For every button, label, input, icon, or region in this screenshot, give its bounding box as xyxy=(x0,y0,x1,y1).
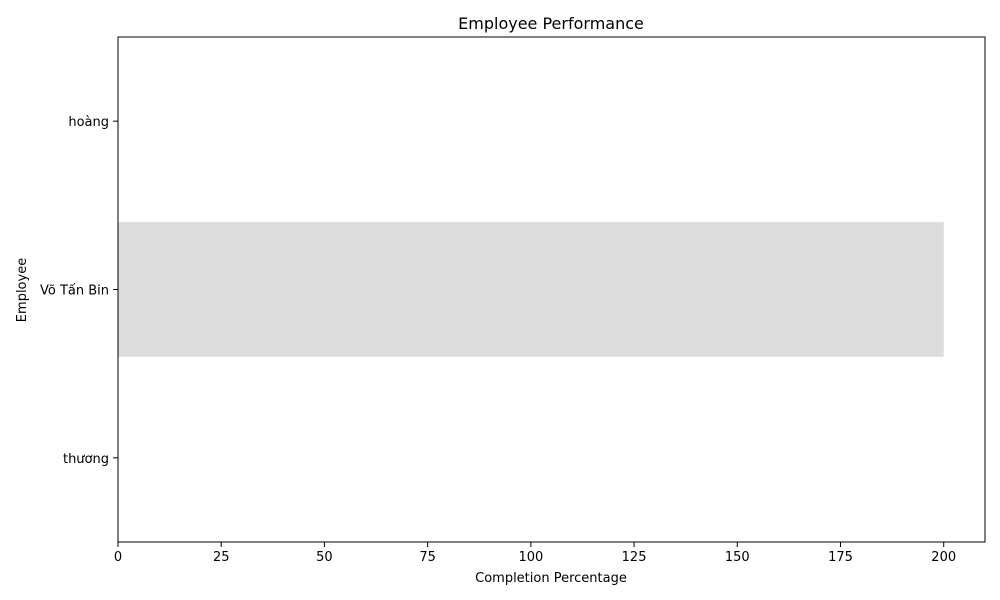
x-tick-label-6: 150 xyxy=(725,550,750,565)
y-tick-label-1: Võ Tấn Bin xyxy=(40,284,109,299)
y-tick-label-2: thương xyxy=(63,452,109,467)
x-tick-label-7: 175 xyxy=(828,550,853,565)
bar-1 xyxy=(118,222,944,357)
chart-title: Employee Performance xyxy=(458,14,644,33)
x-tick-label-8: 200 xyxy=(931,550,956,565)
axes-frame xyxy=(117,36,986,543)
x-tick-label-2: 50 xyxy=(316,550,333,565)
x-tick-label-3: 75 xyxy=(419,550,436,565)
y-tick-label-0: hoàng xyxy=(68,115,109,130)
plot-area: hoàng Võ Tấn Bin thương 0 25 50 75 100 125 150 175… xyxy=(40,36,986,565)
y-axis-label: Employee xyxy=(15,258,30,322)
x-tick-label-4: 100 xyxy=(518,550,543,565)
x-axis-label: Completion Percentage xyxy=(475,571,627,586)
x-tick-label-5: 125 xyxy=(622,550,647,565)
x-tick-label-1: 25 xyxy=(213,550,230,565)
x-tick-label-0: 0 xyxy=(114,550,122,565)
